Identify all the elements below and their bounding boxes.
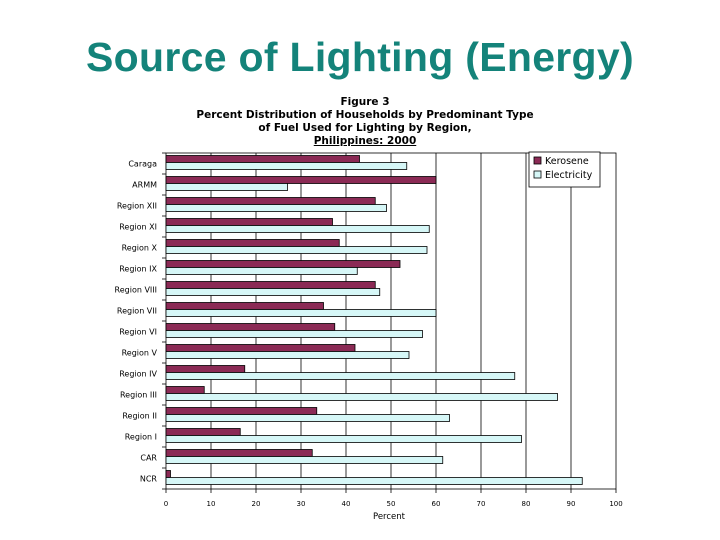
x-tick-label: 60 bbox=[432, 500, 441, 508]
legend-label: Electricity bbox=[545, 170, 593, 181]
x-tick-label: 30 bbox=[297, 500, 306, 508]
bar-electricity bbox=[165, 288, 381, 296]
bar-kerosene bbox=[165, 197, 376, 205]
category-label: NCR bbox=[140, 475, 158, 484]
bar-kerosene bbox=[165, 365, 246, 373]
bar-electricity bbox=[165, 162, 408, 170]
bar-electricity bbox=[165, 393, 558, 401]
bar-electricity bbox=[165, 372, 516, 380]
x-tick-label: 70 bbox=[477, 500, 486, 508]
bar-kerosene bbox=[165, 239, 340, 247]
x-tick-label: 90 bbox=[567, 500, 576, 508]
category-label: Region I bbox=[125, 433, 157, 442]
bar-electricity bbox=[165, 477, 583, 485]
bar-kerosene bbox=[165, 323, 336, 331]
category-label: Region VII bbox=[117, 307, 157, 316]
chart-title-line: Philippines: 2000 bbox=[313, 135, 417, 147]
bar-kerosene bbox=[165, 386, 205, 394]
category-label: Region VI bbox=[119, 328, 157, 337]
x-tick-label: 40 bbox=[342, 500, 351, 508]
x-tick-label: 100 bbox=[609, 500, 622, 508]
bar-electricity bbox=[165, 456, 444, 464]
category-label: Caraga bbox=[128, 160, 157, 169]
bar-electricity bbox=[165, 183, 288, 191]
bar-kerosene bbox=[165, 407, 318, 415]
bar-kerosene bbox=[165, 260, 401, 268]
bar-kerosene bbox=[165, 344, 356, 352]
bar-kerosene bbox=[165, 155, 360, 163]
legend-swatch-kerosene bbox=[533, 156, 542, 165]
bar-kerosene bbox=[165, 449, 313, 457]
category-label: Region XII bbox=[117, 202, 157, 211]
chart-title-line: Percent Distribution of Households by Pr… bbox=[196, 109, 534, 121]
chart-title-line: Figure 3 bbox=[340, 96, 390, 108]
category-label: Region IV bbox=[119, 370, 157, 379]
bar-kerosene bbox=[165, 302, 324, 310]
category-label: Region V bbox=[122, 349, 158, 358]
bar-kerosene bbox=[165, 281, 376, 289]
legend-swatch-electricity bbox=[533, 170, 542, 179]
category-label: ARMM bbox=[132, 181, 157, 190]
legend-label: Kerosene bbox=[545, 156, 589, 167]
x-tick-label: 20 bbox=[252, 500, 261, 508]
x-tick-label: 50 bbox=[387, 500, 396, 508]
category-label: Region IX bbox=[119, 265, 157, 274]
bar-electricity bbox=[165, 267, 358, 275]
bar-kerosene bbox=[165, 176, 437, 184]
bar-electricity bbox=[165, 204, 387, 212]
x-tick-label: 80 bbox=[522, 500, 531, 508]
slide-title: Source of Lighting (Energy) bbox=[86, 34, 634, 80]
bar-electricity bbox=[165, 330, 423, 338]
category-label: Region X bbox=[122, 244, 158, 253]
category-label: CAR bbox=[140, 454, 157, 463]
bar-kerosene bbox=[165, 470, 171, 478]
category-label: Region VIII bbox=[115, 286, 157, 295]
x-tick-label: 0 bbox=[164, 500, 168, 508]
bar-electricity bbox=[165, 225, 430, 233]
bar-electricity bbox=[165, 309, 437, 317]
bar-electricity bbox=[165, 435, 522, 443]
chart-title-line: of Fuel Used for Lighting by Region, bbox=[258, 122, 472, 134]
bar-electricity bbox=[165, 246, 428, 254]
category-label: Region III bbox=[120, 391, 157, 400]
bar-electricity bbox=[165, 414, 450, 422]
x-tick-label: 10 bbox=[207, 500, 216, 508]
category-label: Region II bbox=[122, 412, 157, 421]
x-axis-label: Percent bbox=[373, 512, 406, 522]
chart-title: Figure 3 Percent Distribution of Househo… bbox=[150, 96, 580, 148]
bar-electricity bbox=[165, 351, 410, 359]
bar-kerosene bbox=[165, 428, 241, 436]
category-label: Region XI bbox=[119, 223, 157, 232]
bar-kerosene bbox=[165, 218, 333, 226]
